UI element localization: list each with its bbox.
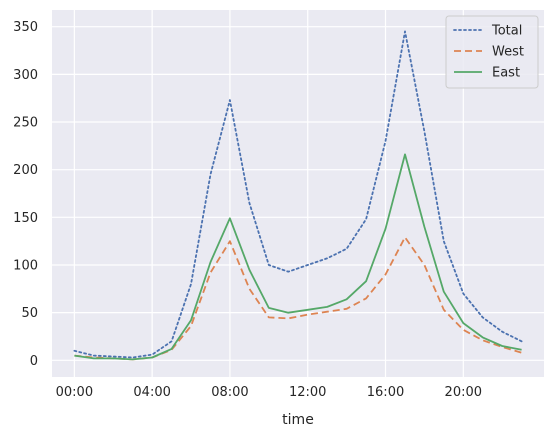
y-tick-label: 100 — [13, 258, 38, 273]
y-tick-label: 250 — [13, 116, 38, 131]
legend-label-east: East — [492, 66, 520, 81]
y-tick-label: 200 — [13, 163, 38, 178]
y-tick-label: 50 — [21, 306, 38, 321]
y-tick-label: 150 — [13, 211, 38, 226]
x-tick-label: 08:00 — [211, 385, 248, 400]
x-tick-label: 16:00 — [367, 385, 404, 400]
series-line-east — [74, 153, 522, 361]
x-tick-label: 12:00 — [289, 385, 326, 400]
legend: Total West East — [445, 15, 539, 89]
legend-box — [445, 15, 539, 89]
legend-label-west: West — [492, 45, 524, 60]
series-line-total — [73, 30, 523, 359]
x-axis-ticks: 00:00 04:00 08:00 12:00 16:00 20:00 — [56, 385, 482, 400]
legend-label-total: Total — [491, 24, 522, 39]
x-tick-label: 20:00 — [445, 385, 482, 400]
y-axis-ticks: 0 50 100 150 200 250 300 350 — [13, 20, 38, 369]
x-axis-label: time — [282, 412, 314, 428]
x-tick-label: 00:00 — [56, 385, 93, 400]
y-tick-label: 0 — [30, 354, 38, 369]
y-tick-label: 350 — [13, 20, 38, 35]
y-tick-label: 300 — [13, 68, 38, 83]
x-tick-label: 04:00 — [133, 385, 170, 400]
grid — [52, 10, 544, 377]
series-layer — [73, 30, 523, 361]
